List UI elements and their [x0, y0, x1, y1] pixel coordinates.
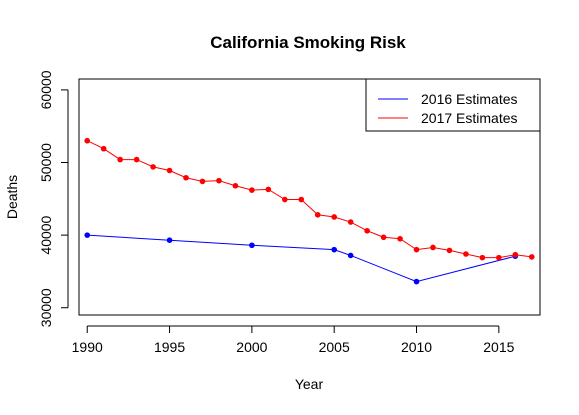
legend-label: 2016 Estimates	[421, 91, 518, 107]
y-tick-label: 30000	[38, 288, 54, 327]
data-point	[84, 137, 91, 144]
data-point	[265, 186, 272, 193]
legend: 2016 Estimates 2017 Estimates	[365, 78, 541, 132]
data-point	[133, 156, 140, 163]
data-point	[166, 167, 173, 174]
data-point	[150, 164, 156, 170]
data-point	[117, 156, 123, 163]
data-point	[331, 214, 337, 220]
data-point	[84, 232, 91, 238]
data-point	[380, 234, 387, 241]
data-point	[282, 196, 288, 203]
x-tick-label: 2005	[319, 339, 350, 355]
data-point	[216, 177, 222, 184]
x-tick-label: 2000	[236, 339, 267, 355]
data-point	[232, 182, 239, 189]
data-point	[347, 219, 354, 225]
data-point	[479, 254, 486, 261]
data-point	[397, 235, 403, 242]
series-layer	[84, 137, 535, 285]
x-tick-label: 1995	[154, 339, 185, 355]
x-axis: 1990 1995 2000 2005 2010 2015	[72, 325, 515, 355]
data-point	[298, 196, 305, 203]
x-tick-label: 2015	[483, 339, 514, 355]
data-point	[446, 247, 453, 254]
data-point	[463, 251, 469, 257]
legend-label: 2017 Estimates	[421, 110, 518, 126]
y-axis: 30000 40000 50000 60000	[38, 70, 69, 327]
series-1	[84, 137, 535, 261]
data-point	[331, 246, 337, 253]
data-point	[183, 174, 189, 181]
legend-box	[365, 78, 541, 132]
data-point	[100, 145, 107, 152]
data-point	[347, 252, 354, 259]
chart-title: California Smoking Risk	[210, 33, 406, 52]
y-tick-label: 40000	[38, 215, 54, 254]
plot-area-frame	[78, 78, 541, 316]
y-tick-label: 60000	[38, 70, 54, 109]
series-0	[84, 232, 519, 285]
x-tick-label: 1990	[72, 339, 103, 355]
data-point	[512, 251, 519, 258]
series-line	[87, 234, 516, 283]
y-tick-label: 50000	[38, 143, 54, 182]
data-point	[314, 211, 321, 218]
x-axis-label: Year	[295, 376, 324, 392]
data-point	[496, 254, 502, 261]
data-point	[166, 237, 173, 244]
data-point	[430, 244, 436, 251]
data-point	[413, 278, 420, 285]
x-tick-label: 2010	[401, 339, 432, 355]
data-point	[413, 246, 420, 253]
data-point	[364, 227, 370, 234]
data-point	[199, 178, 206, 185]
data-point	[249, 187, 255, 193]
series-line	[87, 140, 532, 259]
data-point	[528, 254, 535, 260]
data-point	[249, 242, 255, 249]
y-axis-label: Deaths	[4, 175, 20, 219]
